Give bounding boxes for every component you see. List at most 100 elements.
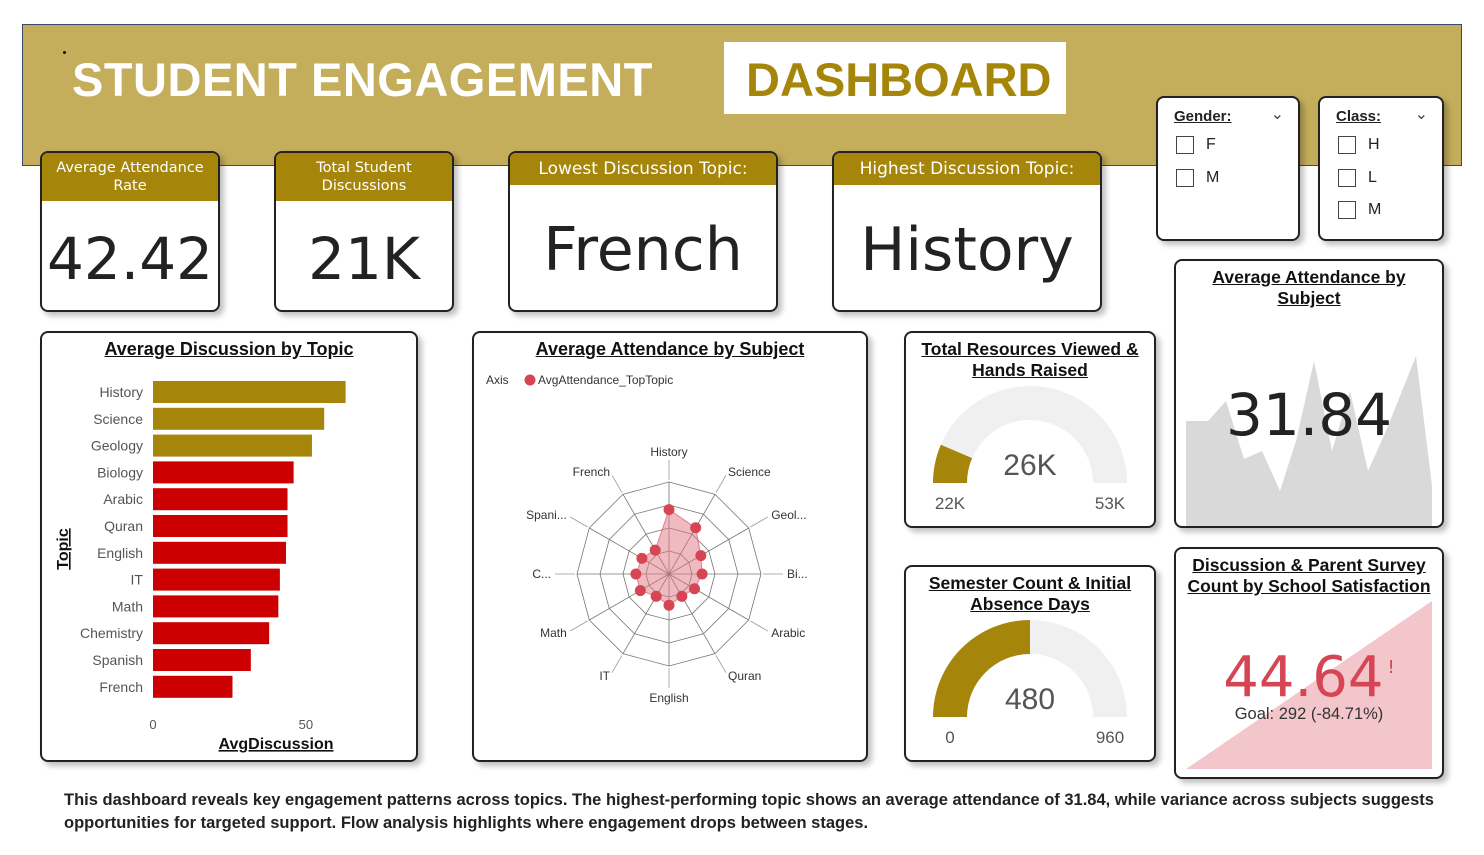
kpi-value: History [860,215,1074,285]
gender-slicer[interactable]: Gender: ⌄ F M [1156,96,1300,241]
checkbox-icon[interactable] [1176,169,1194,187]
bar [153,434,312,457]
tick-label: Biology [97,464,143,480]
radar-point [695,550,707,562]
radar-point [634,585,646,597]
axis-label: Science [728,465,771,479]
label-leader [570,620,588,632]
kpi-card-attendance[interactable]: Average Attendance Rate 42.42 [40,151,220,312]
radar-chart: Axis AvgAttendance_TopTopic History Science… [486,373,808,705]
tick-label: Chemistry [80,625,143,641]
avg-attendance-card[interactable]: Average Attendance by Subject 31.84 [1174,259,1444,528]
card-value: 44.64 [1223,645,1384,710]
card-value: 31.84 [1225,381,1393,449]
axis-label: Arabic [771,626,805,640]
radar-point [649,544,661,556]
banner-dot [63,51,66,54]
label-leader [570,516,588,528]
radar-point [650,590,662,602]
label-leader [715,655,727,673]
gauge-min-label: 0 [945,728,954,747]
kpi-label: Total Student Discussions [276,153,452,201]
slicer-option-h[interactable]: H [1338,136,1380,154]
checkbox-icon[interactable] [1338,136,1356,154]
tick-label: Quran [104,518,143,534]
radar-point [663,504,675,516]
tick-label: Arabic [103,491,143,507]
kpi-label: Lowest Discussion Topic: [510,153,776,185]
bar-chart-panel[interactable]: Average Discussion by Topic History Scien… [40,331,418,762]
axis-label: Spani... [526,508,567,522]
axis-label: French [573,465,610,479]
footer-note: This dashboard reveals key engagement pa… [64,791,1434,832]
radar-chart-panel[interactable]: Average Attendance by Subject Axis AvgAtt… [472,331,868,762]
checkbox-icon[interactable] [1176,136,1194,154]
tick-label: French [99,679,143,695]
slicer-option-m[interactable]: M [1176,169,1219,187]
slicer-option-f[interactable]: F [1176,136,1216,154]
gauge-semester-panel[interactable]: Semester Count & Initial Absence Days 48… [904,565,1156,762]
gauge-value: 26K [1003,449,1056,482]
goal-text: Goal: 292 (-84.71%) [1234,705,1384,723]
goal-triangle-shape [1186,601,1432,769]
gauge-track [933,386,1127,483]
satisfaction-card[interactable]: Discussion & Parent Survey Count by Scho… [1174,547,1444,779]
radar-point [663,599,675,611]
radar-point [630,568,642,580]
tick-label: Science [93,411,143,427]
radar-point [676,590,688,602]
label-leader [611,655,623,673]
slicer-title: Class: [1336,108,1382,125]
axis-label: Bi... [787,567,808,581]
kpi-label: Highest Discussion Topic: [834,153,1100,185]
kpi-card-highest-topic[interactable]: Highest Discussion Topic: History [832,151,1102,312]
gauge-title: Semester Count & Initial Absence Days [928,573,1132,614]
bar [153,488,288,511]
tick-label: Math [112,598,143,614]
slicer-option-m[interactable]: M [1338,201,1381,219]
bar [153,649,251,671]
bar [153,381,346,403]
gauge-resources-panel[interactable]: Total Resources Viewed & Hands Raised 26… [904,331,1156,528]
kpi-card-discussions[interactable]: Total Student Discussions 21K [274,151,454,312]
axis-label: Geol... [771,508,806,522]
kpi-card-lowest-topic[interactable]: Lowest Discussion Topic: French [508,151,778,312]
axis-label: C... [532,567,551,581]
tick-label: 0 [149,717,156,732]
bar [153,568,280,591]
gauge-fill [933,444,973,483]
label-leader [750,620,768,632]
chevron-down-icon[interactable]: ⌄ [1414,104,1428,123]
kpi-value: 21K [308,225,420,293]
tick-label: Spanish [92,652,143,668]
class-slicer[interactable]: Class: ⌄ H L M [1318,96,1444,241]
alert-icon: ! [1387,657,1395,678]
axis-label: History [650,445,687,459]
dashboard-title-right: DASHBOARD [746,53,1052,106]
radar-point [690,522,702,534]
dashboard-title-box [724,42,1066,114]
gauge-chart: 26K 22K 53K [933,386,1127,513]
area-sparkline [1186,356,1432,526]
gauge-max-label: 53K [1095,494,1126,513]
kpi-label: Average Attendance Rate [42,153,218,201]
dashboard-title-left: STUDENT ENGAGEMENT [72,53,653,106]
label-leader [611,475,623,493]
chevron-down-icon[interactable]: ⌄ [1270,104,1284,123]
axis-label: English [649,691,688,705]
slicer-option-l[interactable]: L [1338,169,1377,187]
bar [153,622,270,645]
bar [153,461,294,484]
bar [153,675,233,698]
tick-label: English [97,545,143,561]
axis-label: Math [540,626,567,640]
bar [153,541,286,564]
checkbox-icon[interactable] [1338,169,1356,187]
tick-label: Geology [91,438,143,454]
gauge-title: Total Resources Viewed & Hands Raised [921,339,1139,380]
radar-point [688,583,700,595]
checkbox-icon[interactable] [1338,201,1356,219]
gauge-value: 480 [1005,683,1055,716]
legend-axis-label: Axis [486,373,509,387]
legend-series-label: AvgAttendance_TopTopic [538,373,673,387]
